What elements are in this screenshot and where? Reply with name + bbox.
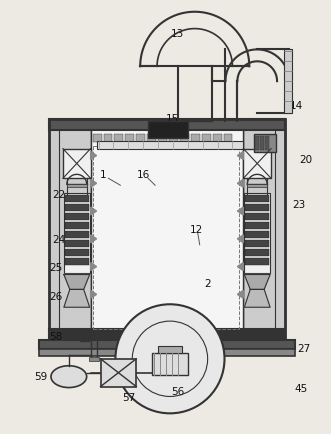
Text: 56: 56: [171, 387, 184, 397]
Bar: [243, 148, 271, 178]
Bar: [243, 129, 275, 329]
Polygon shape: [237, 179, 243, 187]
Bar: [65, 204, 89, 211]
Bar: [101, 359, 136, 387]
Text: 13: 13: [171, 29, 184, 39]
Text: 45: 45: [294, 384, 307, 394]
Bar: [152, 353, 188, 375]
Bar: [65, 231, 89, 238]
Bar: [148, 121, 188, 138]
Bar: [245, 195, 269, 202]
Bar: [49, 329, 285, 340]
Bar: [59, 129, 91, 329]
Bar: [191, 134, 200, 141]
Text: 24: 24: [52, 235, 66, 245]
Bar: [223, 134, 232, 141]
Bar: [180, 134, 189, 141]
Text: 23: 23: [292, 200, 306, 210]
Text: 14: 14: [290, 101, 304, 111]
Bar: [63, 148, 91, 178]
Polygon shape: [244, 275, 270, 289]
Bar: [93, 134, 102, 141]
Bar: [39, 349, 295, 356]
Bar: [65, 195, 89, 202]
Polygon shape: [64, 289, 90, 307]
Bar: [265, 136, 269, 150]
Text: 25: 25: [49, 263, 63, 273]
Text: 3: 3: [70, 200, 76, 210]
Bar: [244, 193, 270, 273]
Bar: [91, 129, 243, 329]
Polygon shape: [91, 151, 97, 159]
Bar: [169, 134, 178, 141]
Polygon shape: [91, 235, 97, 243]
Polygon shape: [91, 263, 97, 270]
Bar: [202, 134, 211, 141]
Text: 2: 2: [204, 279, 211, 289]
Bar: [245, 222, 269, 229]
Polygon shape: [237, 151, 243, 159]
Polygon shape: [237, 290, 243, 298]
Polygon shape: [237, 207, 243, 215]
Text: 22: 22: [52, 190, 66, 200]
Bar: [247, 184, 267, 187]
Bar: [65, 258, 89, 265]
Text: 58: 58: [49, 332, 63, 342]
Bar: [245, 240, 269, 247]
Polygon shape: [237, 263, 243, 270]
Bar: [49, 119, 285, 130]
Text: 16: 16: [137, 171, 150, 181]
Bar: [213, 134, 221, 141]
Ellipse shape: [51, 366, 87, 388]
Bar: [104, 134, 113, 141]
Text: 12: 12: [190, 225, 203, 235]
Bar: [65, 213, 89, 220]
Bar: [136, 134, 145, 141]
Bar: [158, 134, 167, 141]
Bar: [158, 346, 182, 353]
Text: 1: 1: [100, 171, 107, 181]
Polygon shape: [91, 207, 97, 215]
Bar: [89, 357, 99, 361]
Bar: [245, 249, 269, 256]
Bar: [254, 134, 276, 151]
Bar: [39, 340, 295, 349]
Polygon shape: [244, 289, 270, 307]
Text: 26: 26: [49, 293, 63, 302]
Bar: [64, 193, 90, 273]
Bar: [65, 222, 89, 229]
Bar: [284, 49, 292, 113]
Bar: [255, 136, 259, 150]
Bar: [245, 231, 269, 238]
Bar: [97, 141, 243, 148]
Text: 27: 27: [297, 344, 310, 354]
Bar: [245, 258, 269, 265]
Polygon shape: [91, 290, 97, 298]
Bar: [65, 240, 89, 247]
Bar: [147, 134, 156, 141]
Circle shape: [116, 304, 224, 413]
Bar: [243, 129, 285, 329]
Text: 20: 20: [299, 155, 312, 165]
Bar: [260, 136, 264, 150]
Bar: [115, 134, 123, 141]
Bar: [67, 184, 87, 187]
Bar: [125, 134, 134, 141]
Text: 57: 57: [122, 394, 135, 404]
Bar: [49, 119, 285, 339]
Bar: [245, 213, 269, 220]
Polygon shape: [237, 235, 243, 243]
Polygon shape: [64, 275, 90, 289]
Text: 59: 59: [34, 372, 48, 381]
Bar: [65, 249, 89, 256]
Polygon shape: [91, 179, 97, 187]
Bar: [245, 204, 269, 211]
Text: 15: 15: [165, 114, 178, 124]
Bar: [49, 129, 91, 329]
